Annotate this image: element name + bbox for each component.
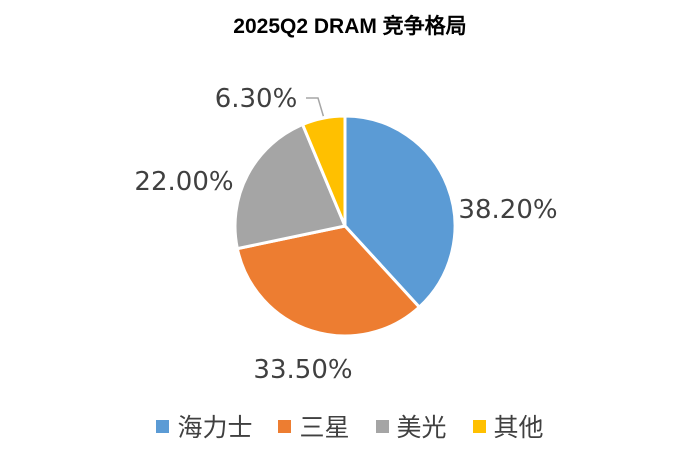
- slice-label-2: 22.00%: [134, 167, 233, 197]
- legend: 海力士 三星 美光 其他: [0, 408, 700, 444]
- legend-label-3: 其他: [493, 413, 544, 442]
- legend-label-1: 三星: [299, 413, 350, 442]
- pie-slice-2: [233, 123, 347, 251]
- legend-item-0: 海力士: [156, 408, 252, 444]
- legend-swatch-1: [278, 419, 292, 433]
- legend-swatch-2: [375, 419, 389, 433]
- legend-swatch-0: [156, 419, 170, 433]
- slice-label-3: 6.30%: [215, 84, 298, 114]
- legend-item-1: 三星: [278, 408, 350, 444]
- slice-label-0: 38.20%: [458, 195, 557, 225]
- pie-slice-0: [343, 114, 457, 309]
- legend-label-2: 美光: [396, 413, 447, 442]
- pie-slice-1: [235, 224, 421, 338]
- legend-item-2: 美光: [375, 408, 447, 444]
- pie-chart: 38.20% 33.50% 22.00% 6.30%: [134, 84, 557, 385]
- pie-slice-3: [301, 114, 347, 228]
- slice-label-1: 33.50%: [253, 355, 352, 385]
- legend-item-3: 其他: [472, 408, 544, 444]
- leader-line: [306, 97, 325, 117]
- legend-label-0: 海力士: [177, 413, 253, 442]
- chart-title: 2025Q2 DRAM 竞争格局: [233, 15, 467, 38]
- legend-swatch-3: [472, 419, 486, 433]
